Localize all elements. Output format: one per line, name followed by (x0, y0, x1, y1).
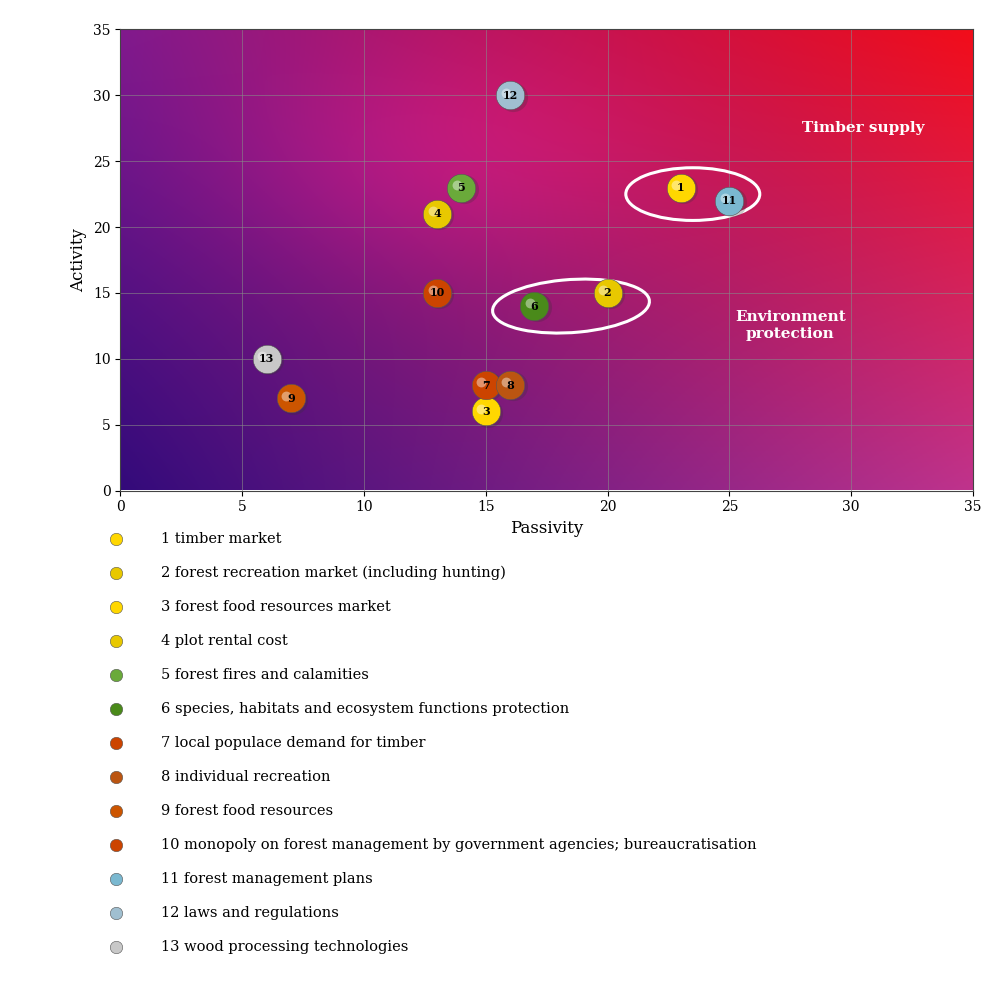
Y-axis label: Activity: Activity (70, 228, 87, 292)
Text: 8: 8 (506, 380, 513, 390)
Text: 12 laws and regulations: 12 laws and regulations (161, 906, 339, 920)
Point (453, 180, 469, 195)
Point (108, 905, 124, 921)
Text: 6 species, habitats and ecosystem functions protection: 6 species, habitats and ecosystem functi… (161, 702, 569, 716)
Point (108, 871, 124, 887)
Point (424, 203, 440, 219)
Point (259, 351, 275, 367)
Text: 5: 5 (457, 182, 465, 193)
Text: 9 forest food resources: 9 forest food resources (161, 804, 334, 818)
Text: 3 forest food resources market: 3 forest food resources market (161, 599, 391, 614)
Point (502, 378, 518, 393)
Point (108, 531, 124, 546)
Point (108, 735, 124, 750)
Text: 6: 6 (530, 300, 538, 312)
Point (672, 180, 688, 195)
Point (502, 87, 518, 103)
Point (674, 181, 690, 196)
Point (480, 405, 496, 421)
Text: 5 forest fires and calamities: 5 forest fires and calamities (161, 668, 369, 682)
Point (261, 352, 277, 368)
Point (594, 283, 610, 298)
Point (108, 633, 124, 648)
Point (599, 285, 615, 301)
Text: 13: 13 (259, 353, 274, 364)
Text: 8 individual recreation: 8 individual recreation (161, 770, 331, 784)
Point (716, 190, 732, 206)
Text: 13 wood processing technologies: 13 wood processing technologies (161, 941, 409, 955)
Point (108, 701, 124, 717)
Point (108, 599, 124, 615)
Text: Environment
protection: Environment protection (734, 310, 845, 341)
Text: 2: 2 (603, 287, 611, 298)
Point (521, 295, 537, 311)
Text: 4: 4 (433, 208, 441, 220)
Text: 1 timber market: 1 timber market (161, 532, 282, 545)
Point (108, 565, 124, 581)
Text: 4 plot rental cost: 4 plot rental cost (161, 634, 288, 647)
Text: 1: 1 (676, 182, 683, 193)
Text: 2 forest recreation market (including hunting): 2 forest recreation market (including hu… (161, 566, 506, 580)
Point (477, 403, 493, 419)
Point (504, 379, 520, 394)
Point (504, 88, 520, 104)
X-axis label: Passivity: Passivity (509, 520, 583, 537)
Text: 10: 10 (429, 287, 444, 298)
Point (429, 285, 445, 301)
Text: 11 forest management plans: 11 forest management plans (161, 872, 373, 886)
Point (473, 401, 489, 417)
Point (285, 391, 301, 407)
Text: 11: 11 (721, 195, 736, 206)
Point (528, 299, 544, 315)
Text: Timber supply: Timber supply (802, 122, 924, 135)
Point (473, 375, 489, 390)
Point (477, 378, 493, 393)
Text: 7: 7 (481, 380, 489, 390)
Point (429, 206, 445, 222)
Point (431, 207, 447, 223)
Point (497, 84, 513, 100)
Point (108, 940, 124, 955)
Point (720, 193, 736, 209)
Point (108, 838, 124, 853)
Text: 12: 12 (502, 90, 517, 101)
Point (424, 283, 440, 298)
Point (279, 387, 295, 403)
Text: 7 local populace demand for timber: 7 local populace demand for timber (161, 736, 426, 750)
Point (723, 194, 739, 210)
Point (480, 379, 496, 394)
Text: 3: 3 (481, 406, 489, 417)
Point (283, 390, 299, 406)
Point (108, 769, 124, 785)
Point (108, 803, 124, 819)
Point (455, 181, 471, 196)
Point (526, 298, 542, 314)
Point (601, 286, 617, 302)
Point (108, 667, 124, 683)
Point (254, 348, 270, 364)
Text: 9: 9 (287, 392, 295, 404)
Point (449, 177, 465, 192)
Point (497, 375, 513, 390)
Point (667, 177, 683, 192)
Point (431, 286, 447, 302)
Text: 10 monopoly on forest management by government agencies; bureaucratisation: 10 monopoly on forest management by gove… (161, 838, 757, 852)
